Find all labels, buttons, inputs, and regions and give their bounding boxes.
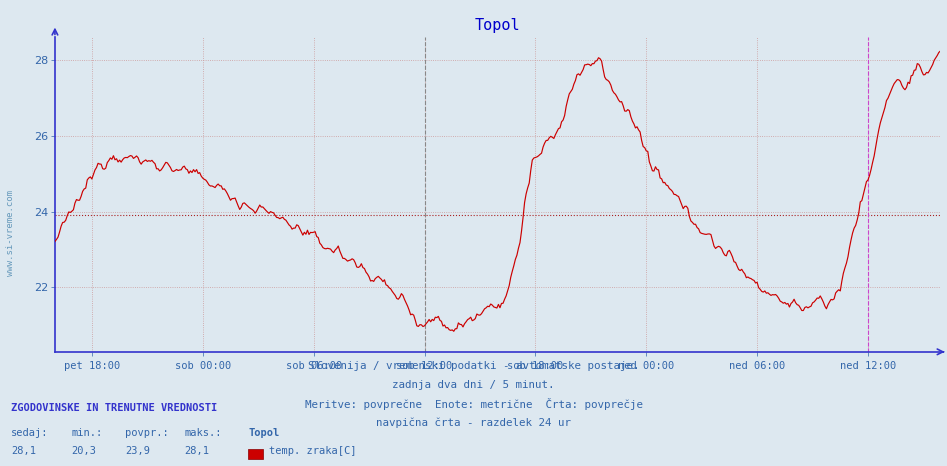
Title: Topol: Topol: [474, 18, 521, 34]
Text: www.si-vreme.com: www.si-vreme.com: [6, 190, 15, 276]
Text: navpična črta - razdelek 24 ur: navpična črta - razdelek 24 ur: [376, 417, 571, 428]
Text: 20,3: 20,3: [71, 446, 96, 456]
Text: temp. zraka[C]: temp. zraka[C]: [269, 446, 356, 456]
Text: Topol: Topol: [248, 428, 279, 438]
Text: 28,1: 28,1: [11, 446, 36, 456]
Text: Meritve: povprečne  Enote: metrične  Črta: povprečje: Meritve: povprečne Enote: metrične Črta:…: [305, 398, 642, 411]
Text: Slovenija / vremenski podatki - avtomatske postaje.: Slovenija / vremenski podatki - avtomats…: [308, 361, 639, 371]
Text: sedaj:: sedaj:: [11, 428, 49, 438]
Text: min.:: min.:: [71, 428, 102, 438]
Text: maks.:: maks.:: [185, 428, 223, 438]
Text: ZGODOVINSKE IN TRENUTNE VREDNOSTI: ZGODOVINSKE IN TRENUTNE VREDNOSTI: [11, 403, 218, 413]
Text: 28,1: 28,1: [185, 446, 209, 456]
Text: 23,9: 23,9: [125, 446, 150, 456]
Text: zadnja dva dni / 5 minut.: zadnja dva dni / 5 minut.: [392, 380, 555, 390]
Text: povpr.:: povpr.:: [125, 428, 169, 438]
